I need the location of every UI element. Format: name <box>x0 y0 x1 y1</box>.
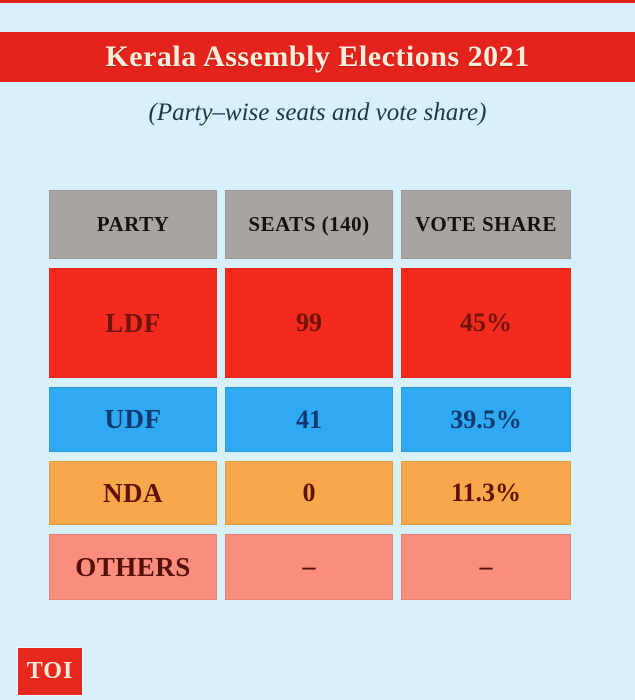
page-title: Kerala Assembly Elections 2021 <box>105 40 530 73</box>
party-name-udf: UDF <box>49 387 217 452</box>
seats-value-others: – <box>225 534 393 600</box>
column-header-seats: SEATS (140) <box>225 190 393 259</box>
party-name-others: OTHERS <box>49 534 217 600</box>
vote-share-value-nda: 11.3% <box>401 461 571 525</box>
vote-share-value-udf: 39.5% <box>401 387 571 452</box>
vote-share-value-others: – <box>401 534 571 600</box>
party-name-ldf: LDF <box>49 268 217 378</box>
seats-value-nda: 0 <box>225 461 393 525</box>
title-banner: Kerala Assembly Elections 2021 <box>0 32 635 82</box>
seats-value-udf: 41 <box>225 387 393 452</box>
top-accent-strip <box>0 0 635 3</box>
column-header-party: PARTY <box>49 190 217 259</box>
column-header-vote-share: VOTE SHARE <box>401 190 571 259</box>
results-table: PARTY SEATS (140) VOTE SHARE LDF 99 45% … <box>49 190 571 600</box>
party-name-nda: NDA <box>49 461 217 525</box>
toi-logo: TOI <box>18 648 82 695</box>
page-subtitle: (Party–wise seats and vote share) <box>148 99 487 126</box>
seats-value-ldf: 99 <box>225 268 393 378</box>
vote-share-value-ldf: 45% <box>401 268 571 378</box>
